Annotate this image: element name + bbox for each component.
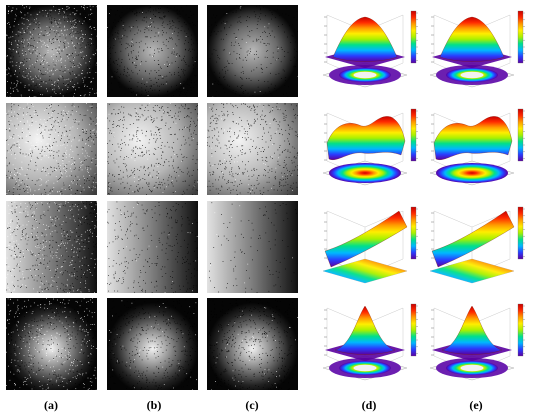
surface-mesh [334,305,396,355]
panel-e-row-1 [422,5,532,97]
noise-dots [207,298,298,390]
surface-mesh [439,16,505,62]
colorbar [410,303,418,357]
surface-mesh [431,210,515,268]
colorbar [410,108,418,162]
noise-dots [6,103,97,195]
colorbar [517,10,525,64]
image-panel [107,5,198,97]
noise-dots [107,201,198,293]
image-panel [107,201,198,293]
image-panel [6,201,97,293]
axis-ticks [431,309,434,356]
panel-e-row-2 [422,103,532,195]
noise-dots [6,5,97,97]
surface-mesh [326,116,406,160]
image-panel [207,201,298,293]
axis-ticks [431,212,434,259]
noise-dots [107,5,198,97]
panel-c-row-1 [207,5,298,97]
panel-a-row-2 [6,103,97,195]
noise-dots [207,5,298,97]
axis-ticks [324,16,327,63]
caption-e: (e) [469,398,483,412]
surface-plot [429,303,525,381]
surface-mesh [324,210,408,268]
surface-plot [429,206,525,284]
panel-c-row-2 [207,103,298,195]
noise-dots [6,298,97,390]
surface-plot [322,206,418,284]
image-panel [6,103,97,195]
image-panel [107,103,198,195]
panel-d-row-2 [315,103,425,195]
image-panel [207,103,298,195]
floor-ring-centre [353,71,377,79]
panel-c-row-3 [207,201,298,293]
surface-mesh [433,116,513,160]
panel-a-row-3 [6,201,97,293]
axis-ticks [324,309,327,356]
caption-a: (a) [44,398,58,412]
surface-mesh [441,305,503,355]
surface-plot [322,10,418,88]
caption-d: (d) [361,398,377,412]
image-panel [107,298,198,390]
floor-ring-centre [460,71,484,79]
floor-contour [436,163,508,183]
image-panel [6,298,97,390]
panel-b-row-4 [107,298,198,390]
caption-b: (b) [146,398,162,412]
panel-b-row-3 [107,201,198,293]
colorbar [517,108,525,162]
axis-ticks [431,16,434,63]
panel-b-row-1 [107,5,198,97]
noise-dots [6,201,97,293]
panel-d-row-1 [315,5,425,97]
panel-e-row-4 [422,298,532,390]
noise-dots [107,298,198,390]
colorbar [410,206,418,260]
surface-plot [429,108,525,186]
colorbar [517,303,525,357]
surface-plot [322,108,418,186]
floor-contour [329,163,401,183]
noise-dots [209,202,298,293]
floor-contour [323,259,407,283]
noise-dots [207,103,298,195]
surface-plot [429,10,525,88]
colorbar [517,206,525,260]
panel-e-row-3 [422,201,532,293]
caption-c: (c) [245,398,259,412]
panel-d-row-4 [315,298,425,390]
image-panel [207,5,298,97]
panel-a-row-4 [6,298,97,390]
panel-d-row-3 [315,201,425,293]
surface-mesh [332,16,398,62]
panel-a-row-1 [6,5,97,97]
image-panel [207,298,298,390]
axis-ticks [324,212,327,259]
axis-ticks [324,114,327,161]
floor-ring-centre [353,364,377,372]
surface-plot [322,303,418,381]
panel-c-row-4 [207,298,298,390]
axis-ticks [431,114,434,161]
noise-dots [107,103,198,195]
floor-ring-centre [460,364,484,372]
panel-b-row-2 [107,103,198,195]
colorbar [410,10,418,64]
image-panel [6,5,97,97]
floor-contour [430,259,514,283]
